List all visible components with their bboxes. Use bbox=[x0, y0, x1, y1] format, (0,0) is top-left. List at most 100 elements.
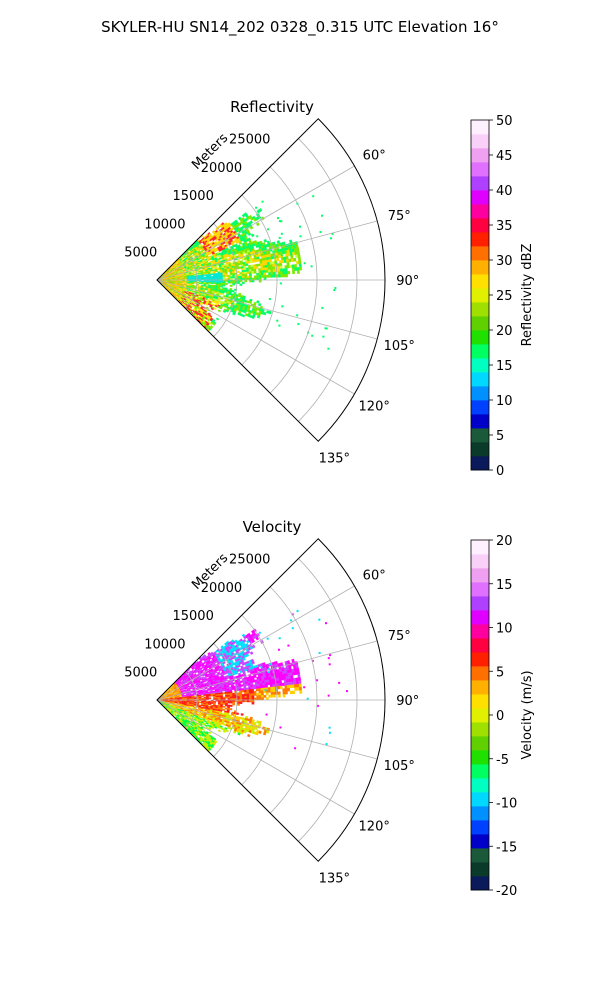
radar-gate bbox=[285, 256, 289, 260]
radar-gate bbox=[241, 271, 245, 275]
radar-gate bbox=[255, 206, 258, 209]
radar-gate bbox=[227, 701, 231, 704]
radar-gate bbox=[200, 704, 204, 707]
radar-gate bbox=[321, 306, 324, 309]
radar-gate bbox=[292, 690, 296, 695]
radar-gate bbox=[208, 282, 212, 284]
radar-gate bbox=[222, 696, 226, 699]
radar-gate bbox=[231, 289, 235, 293]
radar-gate bbox=[198, 701, 202, 704]
radar-gate bbox=[299, 225, 302, 228]
radar-gate bbox=[261, 200, 264, 203]
colorbar-tick-label: 10 bbox=[496, 394, 513, 409]
colorbar-segment bbox=[471, 358, 489, 373]
radar-gate bbox=[256, 235, 259, 238]
radar-gate bbox=[263, 270, 267, 273]
radar-gate bbox=[229, 276, 233, 279]
radar-gate bbox=[212, 688, 216, 691]
radar-gate bbox=[311, 334, 314, 337]
radar-gate bbox=[296, 270, 300, 274]
radar-gate bbox=[210, 282, 214, 284]
radar-gate bbox=[248, 269, 252, 272]
radar-gate bbox=[224, 707, 228, 710]
radar-gate bbox=[251, 271, 255, 274]
radar-gate bbox=[236, 688, 240, 692]
radar-gate bbox=[249, 695, 252, 699]
radar-gate bbox=[240, 713, 244, 716]
radar-gate bbox=[258, 690, 262, 694]
radar-gate bbox=[225, 282, 228, 285]
radar-gate bbox=[222, 689, 225, 692]
radar-gate bbox=[222, 692, 226, 695]
radar-gate bbox=[261, 692, 264, 696]
radar-gate bbox=[284, 265, 288, 269]
radar-gate bbox=[239, 272, 243, 275]
radar-gate bbox=[248, 300, 252, 304]
radar-gate bbox=[278, 324, 281, 327]
colorbar-segment bbox=[471, 428, 489, 443]
radar-gate bbox=[243, 269, 247, 273]
radar-gate bbox=[235, 712, 239, 715]
radar-gate bbox=[225, 275, 228, 278]
radar-gate bbox=[203, 274, 207, 276]
radar-gate bbox=[282, 268, 286, 272]
radar-gate bbox=[291, 267, 295, 272]
colorbar-tick-label: 20 bbox=[496, 324, 513, 339]
radar-gate bbox=[277, 268, 281, 273]
radar-gate bbox=[267, 228, 270, 231]
radar-gate bbox=[278, 220, 281, 223]
radar-gate bbox=[249, 275, 252, 279]
radar-gate bbox=[193, 695, 197, 697]
radar-gate bbox=[236, 270, 240, 273]
radar-gate bbox=[296, 314, 299, 317]
colorbar-tick-label: 30 bbox=[496, 254, 513, 269]
radar-gate bbox=[293, 257, 297, 262]
radar-gate bbox=[217, 696, 221, 699]
radar-gate bbox=[237, 703, 240, 706]
colorbar-segment bbox=[471, 120, 489, 135]
radar-gate bbox=[237, 696, 240, 699]
radar-gate bbox=[255, 266, 259, 270]
radar-gate bbox=[232, 274, 236, 277]
radar-gate bbox=[279, 262, 283, 267]
colorbar-segment bbox=[471, 316, 489, 331]
radar-gate bbox=[239, 701, 243, 704]
radar-gate bbox=[227, 696, 231, 699]
radar-gate bbox=[258, 688, 262, 692]
radar-gate bbox=[270, 266, 274, 270]
radar-gate bbox=[244, 271, 247, 275]
radar-gate bbox=[267, 687, 271, 691]
radar-gate bbox=[282, 688, 286, 692]
radar-gate bbox=[229, 694, 233, 697]
radar-gate bbox=[277, 271, 281, 275]
colorbar-segment bbox=[471, 400, 489, 415]
radar-gate bbox=[229, 274, 233, 277]
radar-gate bbox=[285, 247, 288, 250]
radar-gate bbox=[299, 690, 303, 694]
radar-gate bbox=[258, 272, 262, 276]
radar-gate bbox=[286, 261, 290, 266]
radar-gate bbox=[193, 704, 197, 707]
radar-gate bbox=[279, 268, 283, 272]
radar-gate bbox=[244, 275, 248, 279]
radar-gate bbox=[224, 290, 228, 293]
radar-gate bbox=[256, 692, 260, 696]
radar-gate bbox=[220, 285, 223, 288]
colorbar-segment bbox=[471, 162, 489, 177]
colorbar-segment bbox=[471, 274, 489, 289]
radar-gate bbox=[246, 269, 250, 273]
radar-gate bbox=[282, 691, 286, 695]
radar-gate bbox=[248, 689, 252, 692]
radar-gate bbox=[270, 272, 274, 276]
radar-gate bbox=[299, 686, 303, 691]
radar-gate bbox=[268, 272, 272, 276]
radar-gate bbox=[260, 267, 264, 271]
radar-gate bbox=[226, 270, 230, 273]
radar-gate bbox=[325, 327, 328, 330]
radar-gate bbox=[237, 276, 240, 279]
radar-gate bbox=[215, 697, 219, 699]
radar-gate bbox=[263, 272, 267, 276]
colorbar-segment bbox=[471, 414, 489, 429]
radar-gate bbox=[210, 702, 214, 704]
